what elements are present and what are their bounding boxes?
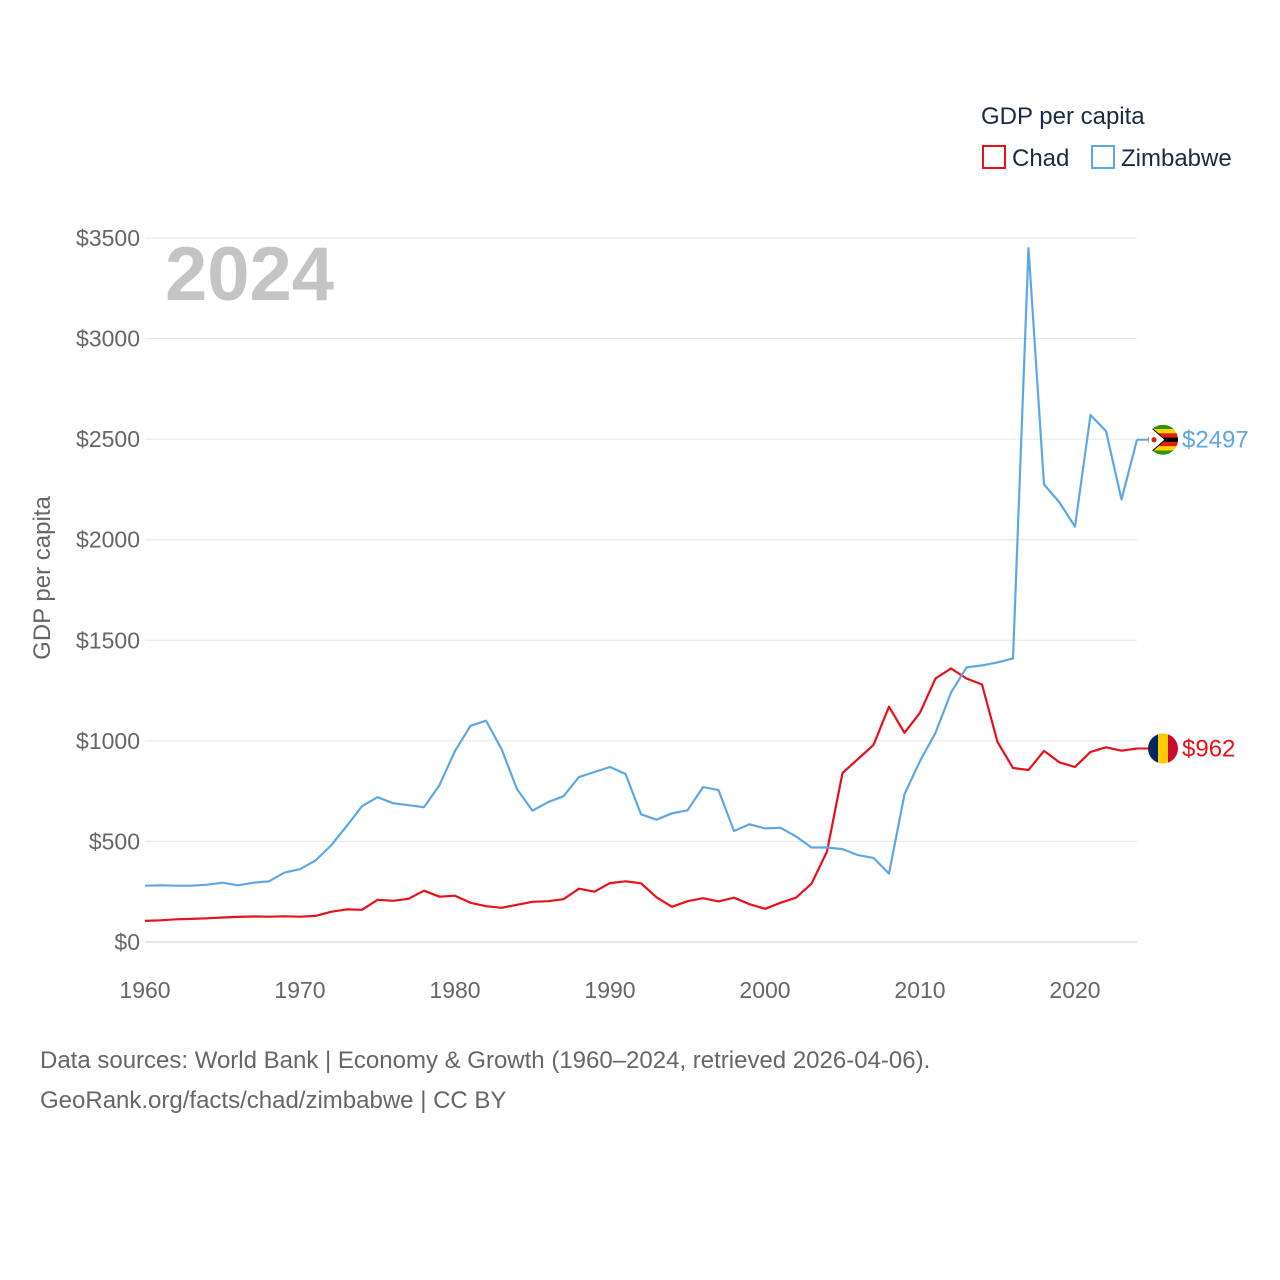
y-axis-ticks: $0 $500 $1000 $1500 $2000 $2500 $3000 $3500 [76,225,140,955]
y-tick-label: $3500 [76,225,140,251]
y-axis-title: GDP per capita [29,496,56,660]
end-label-zimbabwe: $2497 [1182,427,1249,454]
x-tick-label: 2020 [1049,977,1100,1003]
legend-title: GDP per capita [981,103,1145,130]
grid-lines [145,237,1137,943]
legend-entry-chad[interactable]: Chad [982,145,1069,172]
y-tick-label: $500 [89,828,140,854]
series-line-chad [144,667,1138,922]
end-label-chad: $962 [1182,736,1235,763]
series-lines [144,247,1139,922]
source-line-1: Data sources: World Bank | Economy & Gro… [40,1047,930,1074]
year-label: 2024 [165,232,334,317]
x-tick-label: 1990 [584,977,635,1003]
series-line-zimbabwe [144,247,1139,887]
y-tick-label: $1500 [76,627,140,653]
x-tick-label: 2010 [894,977,945,1003]
legend-swatch-chad [982,145,1006,169]
y-tick-label: $2500 [76,426,140,452]
y-tick-label: $3000 [76,326,140,352]
source-line-2[interactable]: GeoRank.org/facts/chad/zimbabwe | CC BY [40,1087,506,1114]
chad-flag-icon [1148,733,1178,764]
zimbabwe-flag-icon [1148,424,1178,455]
y-tick-label: $0 [114,929,140,955]
legend-swatch-zimbabwe [1091,145,1115,169]
y-tick-label: $2000 [76,527,140,553]
x-tick-label: 2000 [739,977,790,1003]
legend-label-zimbabwe: Zimbabwe [1121,145,1232,172]
legend-entry-zimbabwe[interactable]: Zimbabwe [1091,145,1232,172]
x-tick-label: 1960 [119,977,170,1003]
x-axis-ticks: 1960 1970 1980 1990 2000 2010 2020 [119,977,1100,1003]
x-tick-label: 1980 [429,977,480,1003]
end-markers: $962 $2497 [1137,424,1249,764]
x-tick-label: 1970 [274,977,325,1003]
legend-label-chad: Chad [1012,145,1069,172]
y-tick-label: $1000 [76,728,140,754]
